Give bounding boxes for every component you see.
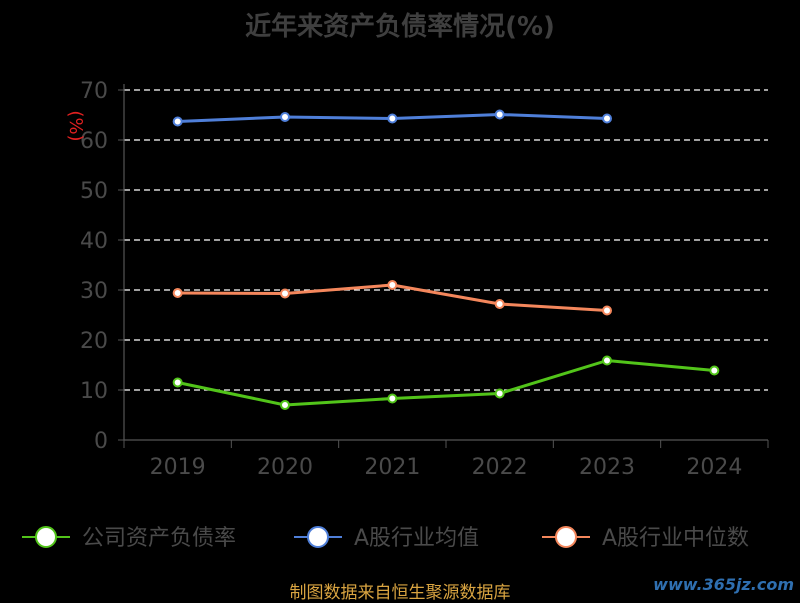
data-point [387,393,398,404]
series-line [177,359,715,407]
chart-title: 近年来资产负债率情况(%) [245,12,555,42]
data-point [494,299,505,309]
y-tick-label: 30 [80,279,108,304]
data-point [709,365,720,376]
data-point [280,112,290,122]
data-point [280,288,290,299]
x-tick-label: 2020 [257,455,313,480]
x-tick-label: 2024 [686,455,742,480]
data-point [602,305,612,316]
y-tick-label: 10 [80,379,108,404]
x-tick-label: 2021 [364,455,420,480]
x-tick-label: 2022 [472,455,528,480]
y-tick-label: 40 [80,229,108,254]
data-point [387,280,398,290]
y-tick-label: 0 [94,429,108,454]
legend-label: 公司资产负债率 [82,526,236,551]
legend-label: A股行业均值 [354,526,479,551]
data-point [172,288,183,298]
x-tick-label: 2019 [150,455,206,480]
legend-marker [555,526,577,548]
y-tick-label: 50 [80,179,108,204]
legend-marker [35,526,57,548]
data-point [387,113,398,124]
data-point [280,400,290,410]
data-point [602,355,612,366]
data-point [172,116,183,127]
legend-marker [307,526,329,548]
y-tick-label: 20 [80,329,108,354]
y-tick-label: 70 [80,79,108,104]
data-point [494,109,505,120]
source-note: 制图数据来自恒生聚源数据库 [289,583,511,603]
x-tick-label: 2023 [579,455,635,480]
data-point [172,377,183,388]
data-point [602,113,612,124]
legend-label: A股行业中位数 [602,526,749,551]
y-tick-label: 60 [80,129,108,154]
data-point [494,388,505,399]
watermark: www.365jz.com [653,575,794,594]
y-axis-label: (%) [65,110,86,141]
